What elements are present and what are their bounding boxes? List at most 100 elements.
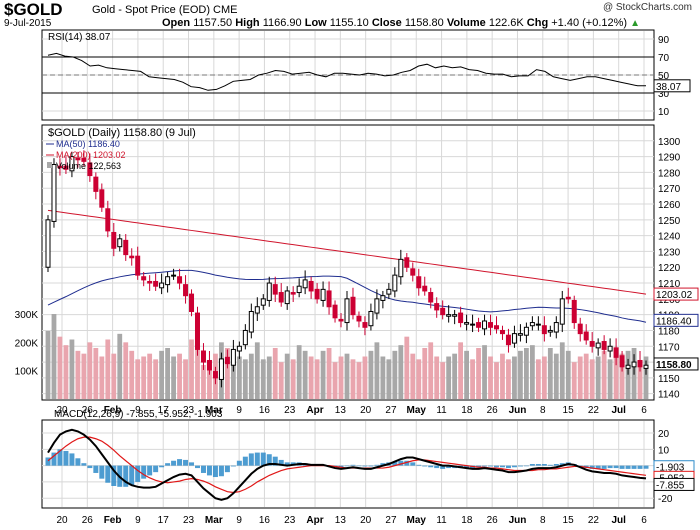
candle-body [613, 347, 619, 358]
price-tick-label: 1180 [658, 326, 680, 337]
volume-bar [410, 353, 416, 399]
macd-histogram-bar [45, 457, 51, 466]
candle-body [338, 318, 344, 322]
macd-x-label: 22 [588, 515, 600, 526]
change-label: Chg [526, 17, 549, 29]
panel-frame-3 [41, 419, 655, 509]
macd-histogram-bar [224, 465, 230, 473]
volume-bar [225, 348, 230, 399]
volume-value: 122.6K [488, 17, 524, 29]
macd-histogram-bar [422, 465, 428, 467]
candle-body [189, 293, 195, 312]
price-tick-label: 1250 [658, 216, 681, 227]
candle-body [135, 255, 141, 276]
candle-body [458, 312, 464, 324]
volume-bar [643, 356, 649, 399]
price-x-label: 23 [284, 405, 296, 416]
price-tick-label: 1290 [658, 153, 681, 164]
candle-body [183, 284, 189, 297]
volume-bar [464, 350, 469, 399]
volume-bar [625, 350, 631, 399]
price-x-label: 11 [436, 405, 447, 416]
high-value: 1166.90 [262, 17, 302, 29]
macd-histogram-bar [141, 465, 147, 479]
macd-histogram-bar [440, 465, 446, 469]
candle-body [517, 333, 523, 336]
macd-histogram-bar [135, 465, 141, 482]
candle-body [398, 258, 404, 278]
change-value: +1.40 (+0.12%) [551, 17, 628, 29]
candle-body [470, 323, 476, 326]
macd-histogram-bar [482, 465, 488, 467]
rsi-title: RSI(14) 38.07 [48, 32, 111, 43]
candle-body [206, 359, 212, 371]
volume-bar [296, 345, 302, 399]
macd-histogram-bar [111, 465, 117, 486]
macd-x-label: 27 [385, 515, 397, 526]
volume-bar [272, 348, 278, 399]
price-tick-label: 1150 [658, 374, 680, 385]
macd-histogram-bar [589, 465, 595, 469]
candle-body [625, 364, 631, 369]
macd-x-label: 23 [183, 515, 195, 526]
candle-body [200, 350, 206, 363]
candle-body [308, 280, 314, 292]
price-title: $GOLD (Daily) 1158.80 (9 Jul) [48, 127, 196, 139]
volume-bar [458, 342, 464, 399]
candle-body [386, 288, 392, 295]
rsi-tick-label: 50 [658, 71, 670, 82]
macd-histogram-bar [63, 450, 69, 466]
candle-body [129, 255, 135, 259]
candle-body [535, 323, 541, 326]
volume-bar [153, 359, 159, 399]
macd-histogram-bar [446, 465, 452, 469]
macd-histogram-bar [189, 462, 195, 466]
high-label: High [235, 17, 260, 29]
volume-bar [69, 339, 75, 399]
macd-histogram-bar [517, 465, 523, 467]
macd-histogram-bar [200, 465, 206, 473]
volume-bar [165, 348, 170, 399]
macd-histogram-bar [547, 464, 553, 466]
volume-bar [470, 359, 475, 399]
candle-body [464, 322, 470, 325]
price-tick-label: 1260 [658, 200, 681, 211]
candle-body [619, 355, 625, 368]
candle-body [248, 310, 254, 333]
macd-histogram-bar [81, 463, 87, 466]
macd-histogram-bar [129, 465, 135, 486]
brand-watermark[interactable]: @ StockCharts.com [602, 2, 692, 13]
macd-histogram-bar [75, 458, 81, 466]
volume-bar [278, 362, 284, 399]
volume-bar [147, 353, 153, 399]
candle-body [607, 345, 613, 352]
macd-histogram-bar [494, 465, 499, 468]
open-label: Open [162, 17, 191, 29]
candle-body [320, 288, 326, 301]
volume-bar [613, 356, 619, 399]
volume-bar [117, 333, 123, 399]
volume-bar [565, 350, 571, 399]
quote-summary: Open 1157.50 High 1166.90 Low 1155.10 Cl… [162, 17, 640, 29]
macd-histogram-bar [159, 465, 165, 468]
candle-body [523, 326, 529, 336]
candle-body [87, 162, 93, 177]
volume-bar [416, 359, 422, 399]
volume-bar [260, 359, 266, 399]
volume-bar [398, 345, 404, 399]
price-x-label: Apr [306, 405, 323, 416]
ma50-line [47, 269, 647, 323]
candle-body [117, 238, 123, 248]
rsi-last-value-box [653, 79, 691, 93]
macd-histogram-bar [476, 465, 482, 468]
candle-body [404, 257, 410, 268]
volume-bar [45, 331, 51, 399]
macd-histogram-bar [344, 465, 350, 467]
macd-histogram-bar [505, 465, 511, 469]
macd-histogram-bar [595, 465, 601, 469]
volume-bar [535, 359, 541, 399]
volume-bar [452, 353, 458, 399]
volume-bar [404, 336, 410, 399]
volume-bar [446, 356, 452, 399]
macd-histogram-bar [601, 465, 607, 469]
